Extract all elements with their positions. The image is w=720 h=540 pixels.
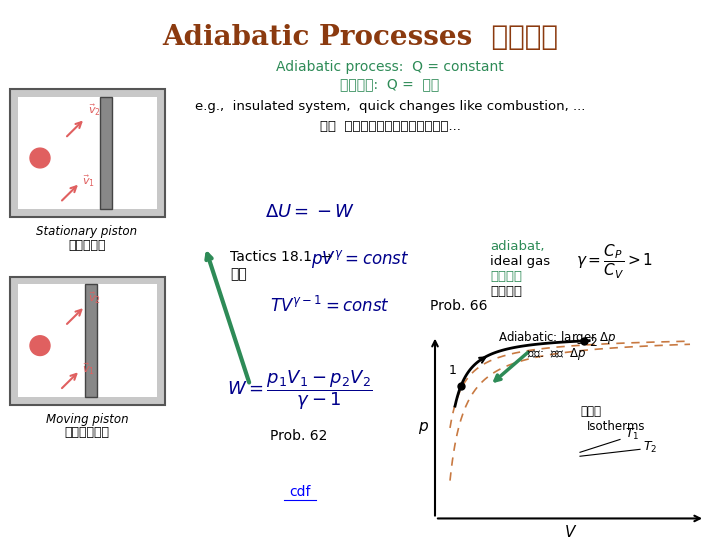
Text: $\Delta U = -W$: $\Delta U = -W$	[265, 204, 355, 221]
Text: $TV^{\gamma-1} = const$: $TV^{\gamma-1} = const$	[270, 296, 390, 316]
Text: Adiabatic: larger $\Delta p$: Adiabatic: larger $\Delta p$	[498, 329, 616, 346]
Polygon shape	[10, 276, 165, 405]
Text: $\gamma = \dfrac{C_P}{C_V} > 1$: $\gamma = \dfrac{C_P}{C_V} > 1$	[577, 242, 654, 281]
Text: 理想氣體: 理想氣體	[490, 285, 522, 298]
Text: 移動中的活塞: 移動中的活塞	[65, 427, 109, 440]
Text: $T_2$: $T_2$	[643, 440, 657, 455]
Circle shape	[30, 336, 50, 355]
Text: ideal gas: ideal gas	[490, 255, 550, 268]
Text: Moving piston: Moving piston	[45, 413, 128, 426]
Text: $\vec{v}_2$: $\vec{v}_2$	[88, 291, 101, 306]
Polygon shape	[85, 285, 97, 397]
Text: 絕熱線，: 絕熱線，	[490, 270, 522, 283]
Text: 例：  隔熱系統，高速變化如燃燒，...: 例： 隔熱系統，高速變化如燃燒，...	[320, 120, 460, 133]
Polygon shape	[435, 336, 705, 518]
Text: Adiabatic Processes  絕熱程序: Adiabatic Processes 絕熱程序	[162, 24, 558, 51]
Text: 策略: 策略	[230, 267, 247, 281]
Text: Stationary piston: Stationary piston	[37, 225, 138, 238]
Text: 靜止的活塞: 靜止的活塞	[68, 239, 106, 252]
Text: $W = \dfrac{p_1 V_1 - p_2 V_2}{\gamma - 1}$: $W = \dfrac{p_1 V_1 - p_2 V_2}{\gamma - …	[228, 368, 373, 412]
Polygon shape	[100, 97, 112, 210]
Text: 絕熱:  較大  $\Delta p$: 絕熱: 較大 $\Delta p$	[527, 346, 587, 362]
Text: p: p	[418, 419, 428, 434]
Text: $\vec{v}_1$: $\vec{v}_1$	[82, 362, 95, 377]
Text: $\vec{v}_1$: $\vec{v}_1$	[82, 174, 95, 190]
Text: adiabat,: adiabat,	[490, 240, 544, 253]
Circle shape	[30, 148, 50, 168]
Text: 1: 1	[449, 364, 456, 377]
Text: Isotherms: Isotherms	[587, 420, 646, 433]
Text: Prob. 66: Prob. 66	[430, 299, 487, 313]
Text: Tactics 18.1. →: Tactics 18.1. →	[230, 250, 333, 264]
Text: e.g.,  insulated system,  quick changes like combustion, ...: e.g., insulated system, quick changes li…	[195, 100, 585, 113]
Polygon shape	[18, 285, 157, 397]
Polygon shape	[18, 97, 157, 210]
Text: 2: 2	[590, 336, 598, 349]
Text: V: V	[564, 525, 575, 540]
Text: $\vec{v}_2$: $\vec{v}_2$	[88, 103, 101, 118]
Text: Prob. 62: Prob. 62	[270, 429, 328, 443]
Text: 等溫線: 等溫線	[580, 405, 601, 418]
Text: $T_1$: $T_1$	[625, 427, 639, 442]
Text: Adiabatic process:  Q = constant: Adiabatic process: Q = constant	[276, 60, 504, 74]
Text: 絕熱程序:  Q =  常數: 絕熱程序: Q = 常數	[341, 77, 440, 91]
Text: cdf: cdf	[289, 485, 311, 499]
Polygon shape	[10, 89, 165, 217]
Text: $pV^{\gamma} = const$: $pV^{\gamma} = const$	[311, 248, 409, 270]
